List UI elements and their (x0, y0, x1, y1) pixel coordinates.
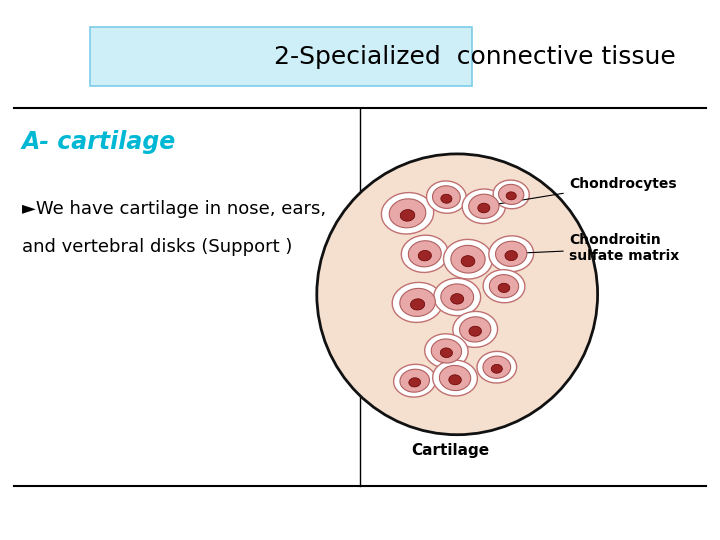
Ellipse shape (495, 241, 527, 266)
Ellipse shape (409, 378, 420, 387)
Ellipse shape (498, 184, 524, 205)
Ellipse shape (451, 245, 485, 273)
Ellipse shape (453, 312, 498, 347)
Ellipse shape (498, 283, 510, 293)
Ellipse shape (392, 282, 443, 322)
Ellipse shape (433, 186, 460, 208)
FancyBboxPatch shape (90, 27, 472, 86)
Ellipse shape (426, 181, 467, 213)
Ellipse shape (469, 326, 482, 336)
Ellipse shape (493, 180, 529, 209)
Ellipse shape (400, 369, 430, 392)
Ellipse shape (451, 294, 464, 304)
Ellipse shape (390, 199, 426, 228)
Ellipse shape (506, 192, 516, 200)
Text: 2-Specialized  connective tissue: 2-Specialized connective tissue (274, 45, 675, 69)
Ellipse shape (400, 288, 436, 316)
Ellipse shape (400, 210, 415, 221)
Ellipse shape (408, 241, 441, 267)
Ellipse shape (478, 203, 490, 213)
Ellipse shape (441, 348, 452, 357)
Ellipse shape (491, 364, 503, 373)
Ellipse shape (462, 189, 505, 224)
Ellipse shape (418, 251, 431, 261)
Ellipse shape (444, 239, 492, 279)
Ellipse shape (477, 352, 517, 383)
Ellipse shape (461, 255, 475, 267)
Ellipse shape (317, 154, 598, 435)
Ellipse shape (483, 356, 510, 379)
Ellipse shape (439, 366, 471, 390)
Ellipse shape (505, 251, 518, 261)
Ellipse shape (469, 194, 499, 218)
Ellipse shape (410, 299, 425, 310)
Ellipse shape (394, 364, 436, 397)
Ellipse shape (483, 269, 525, 303)
Text: Chondroitin
sulfate matrix: Chondroitin sulfate matrix (507, 233, 679, 264)
Text: Chondrocytes: Chondrocytes (487, 177, 676, 206)
Text: and vertebral disks (Support ): and vertebral disks (Support ) (22, 238, 292, 255)
Text: ►We have cartilage in nose, ears,: ►We have cartilage in nose, ears, (22, 200, 325, 218)
Ellipse shape (441, 284, 474, 310)
Ellipse shape (489, 236, 534, 272)
Ellipse shape (401, 235, 449, 273)
Text: A- cartilage: A- cartilage (22, 130, 176, 153)
Ellipse shape (490, 275, 518, 298)
Ellipse shape (433, 278, 481, 316)
Ellipse shape (459, 317, 491, 342)
Text: Cartilage: Cartilage (411, 443, 489, 458)
Ellipse shape (382, 193, 433, 234)
Ellipse shape (441, 194, 452, 203)
Ellipse shape (433, 360, 477, 396)
Ellipse shape (449, 375, 462, 385)
Ellipse shape (431, 339, 462, 363)
Ellipse shape (425, 334, 468, 368)
